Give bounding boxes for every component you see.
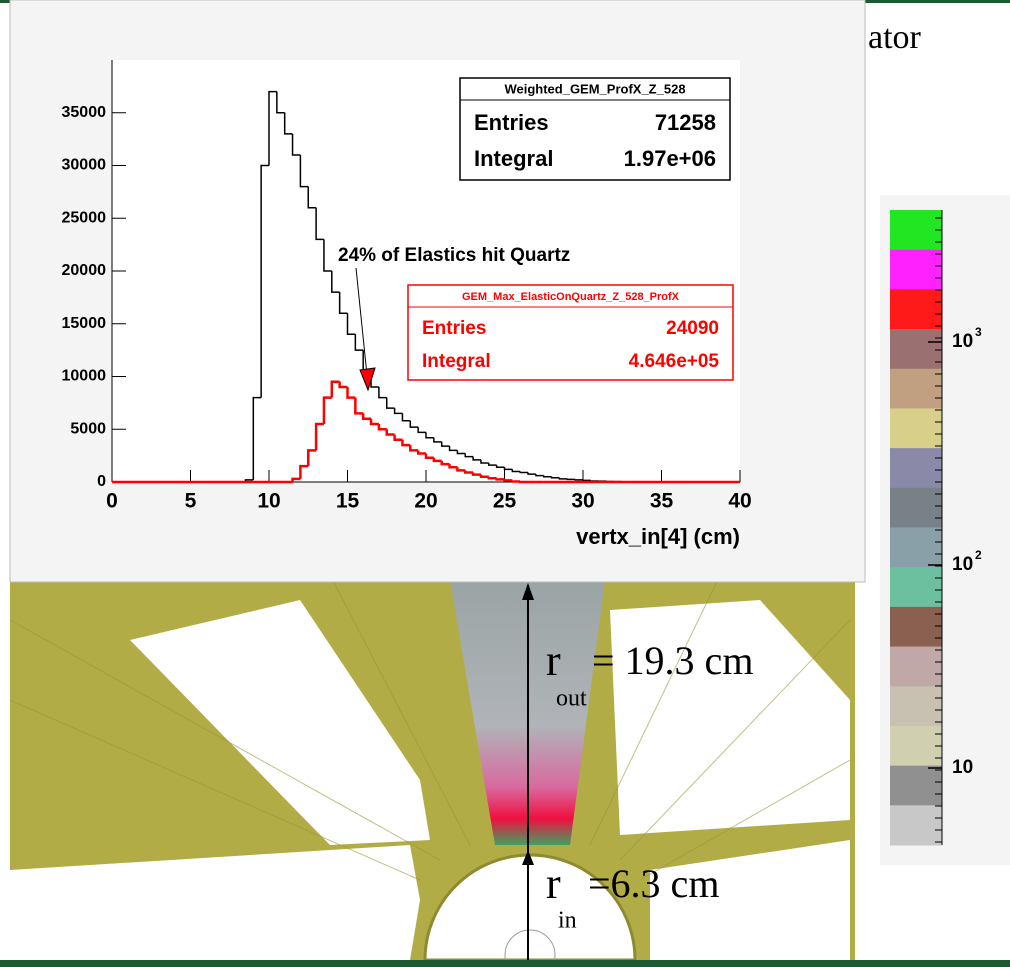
- color-block: [890, 408, 942, 448]
- x-tick-label: 40: [728, 490, 751, 513]
- r-in-value: =6.3 cm: [588, 861, 719, 906]
- y-tick-label: 10000: [62, 368, 107, 385]
- stats-label: Integral: [422, 351, 491, 372]
- x-tick-label: 30: [571, 490, 594, 513]
- histogram-bin: [505, 479, 513, 480]
- histogram-bin: [567, 479, 575, 480]
- stats-label: Entries: [422, 318, 486, 339]
- color-label-base: 10: [952, 331, 973, 352]
- slide: r out = 19.3 cm r in =6.3 cm ator 103102…: [0, 0, 1010, 967]
- color-block: [890, 528, 942, 568]
- y-tick-label: 30000: [62, 157, 107, 174]
- histogram-bin: [583, 480, 591, 481]
- legend-entry: Weighted_GEM_ProfX_Z_528: [504, 81, 685, 96]
- page: r out = 19.3 cm r in =6.3 cm ator 103102…: [0, 0, 1010, 967]
- color-block: [890, 726, 942, 766]
- color-label-base: 10: [952, 757, 973, 778]
- y-tick-label: 5000: [70, 420, 106, 437]
- color-label-base: 10: [952, 554, 973, 575]
- r-in-subscript: in: [558, 908, 577, 934]
- slide-title-fragment: ator: [868, 19, 922, 56]
- stats-value: 1.97e+06: [624, 146, 716, 171]
- stats-label: Entries: [474, 110, 549, 135]
- color-block: [890, 488, 942, 528]
- color-block: [890, 686, 942, 726]
- bottom-border: [0, 960, 1010, 967]
- color-block: [890, 210, 942, 250]
- r-out-value: = 19.3 cm: [592, 638, 753, 683]
- color-block: [890, 766, 942, 806]
- color-block: [890, 647, 942, 687]
- x-tick-label: 35: [650, 490, 674, 513]
- x-tick-label: 25: [493, 490, 517, 513]
- color-label-exponent: 3: [975, 325, 982, 339]
- y-tick-label: 15000: [62, 315, 107, 332]
- color-block: [890, 567, 942, 607]
- y-tick-label: 25000: [62, 209, 107, 226]
- stats-label: Integral: [474, 146, 553, 171]
- color-block: [890, 805, 942, 845]
- stats-value: 71258: [655, 110, 716, 135]
- color-block: [890, 369, 942, 409]
- x-tick-label: 20: [414, 490, 437, 513]
- x-tick-label: 15: [336, 490, 360, 513]
- stats-value: 24090: [666, 318, 719, 339]
- color-block: [890, 448, 942, 488]
- histogram-bin: [520, 481, 528, 482]
- color-block: [890, 250, 942, 290]
- legend-entry: GEM_Max_ElasticOnQuartz_Z_528_ProfX: [462, 291, 680, 303]
- x-axis-label: vertx_in[4] (cm): [576, 524, 740, 549]
- y-tick-label: 0: [97, 473, 106, 490]
- y-tick-label: 20000: [62, 262, 107, 279]
- histogram-bin: [512, 480, 520, 481]
- r-in-symbol: r: [546, 859, 561, 908]
- color-label-exponent: 2: [975, 548, 982, 562]
- y-tick-label: 35000: [62, 104, 107, 121]
- color-block: [890, 607, 942, 647]
- annotation: 24% of Elastics hit Quartz: [338, 245, 570, 266]
- histogram-bin: [497, 478, 505, 479]
- x-tick-label: 10: [257, 490, 280, 513]
- histogram: 0 5 10 15 20 25 30 35 40 0 5000 10000 15000 20000 2500…: [62, 60, 752, 549]
- x-tick-label: 0: [106, 490, 118, 513]
- x-tick-label: 5: [185, 490, 197, 513]
- color-block: [890, 289, 942, 329]
- r-out-symbol: r: [546, 636, 561, 685]
- stats-value: 4.646e+05: [629, 351, 720, 372]
- r-out-subscript: out: [556, 686, 587, 712]
- color-block: [890, 329, 942, 369]
- geometry-image: [10, 575, 855, 967]
- histogram-bin: [575, 479, 583, 480]
